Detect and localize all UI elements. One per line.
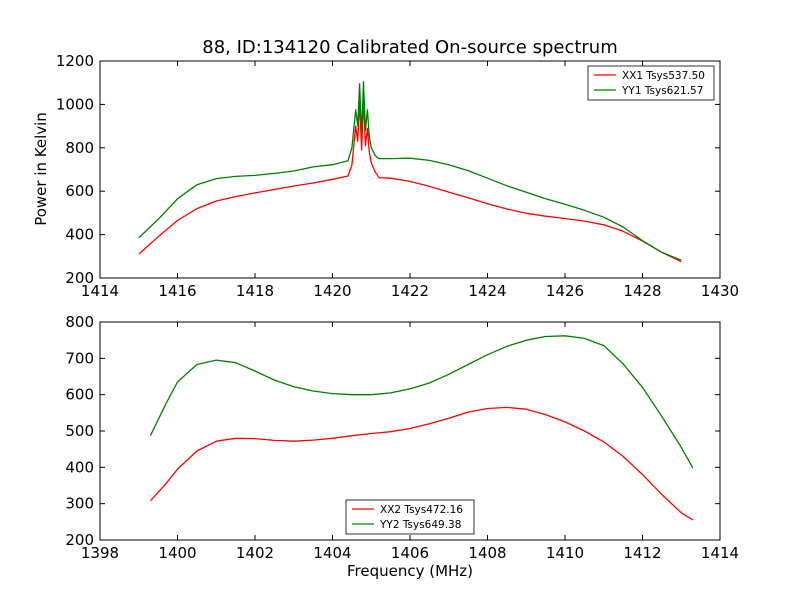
y-tick-label: 200	[65, 269, 94, 287]
y-tick-label: 400	[65, 458, 94, 476]
x-tick-label: 1398	[81, 544, 119, 562]
legend-label: XX1 Tsys537.50	[622, 70, 705, 82]
series-line-2	[149, 335, 694, 469]
y-tick-label: 600	[65, 386, 94, 404]
x-tick-label: 1430	[701, 282, 739, 300]
legend-label: XX2 Tsys472.16	[380, 504, 463, 516]
legend-box	[345, 499, 475, 535]
x-tick-label: 1414	[701, 544, 739, 562]
x-tick-label: 1428	[623, 282, 661, 300]
y-tick-label: 800	[65, 313, 94, 331]
x-axis-label: Frequency (MHz)	[347, 562, 473, 580]
x-tick-label: 1410	[546, 544, 584, 562]
x-tick-label: 1408	[468, 544, 506, 562]
y-tick-label: 200	[65, 531, 94, 549]
legend: XX1 Tsys537.50 YY1 Tsys621.57	[587, 65, 715, 101]
x-tick-label: 1416	[158, 282, 196, 300]
x-tick-label: 1414	[81, 282, 119, 300]
x-tick-label: 1400	[158, 544, 196, 562]
top-panel: 1414 1416 1418 1420 1422 1424 1426 1428 1430 200 4…	[56, 52, 739, 300]
y-tick-label: 500	[65, 422, 94, 440]
x-tick-label: 1424	[468, 282, 506, 300]
y-tick-label: 600	[65, 182, 94, 200]
x-tick-label: 1406	[391, 544, 429, 562]
series-line-1	[138, 99, 682, 263]
legend-label: YY2 Tsys649.38	[379, 519, 461, 531]
x-tick-label: 1422	[391, 282, 429, 300]
x-tick-label: 1426	[546, 282, 584, 300]
legend-box	[587, 65, 715, 101]
x-tick-label: 1418	[236, 282, 274, 300]
series-line-2	[138, 80, 682, 261]
y-tick-label: 1200	[56, 52, 94, 70]
y-tick-label: 300	[65, 495, 94, 513]
y-axis-label: Power in Kelvin	[32, 112, 50, 226]
bottom-panel: 1398 1400 1402 1404 1406 1408 1410 1412 1414 200 3…	[65, 313, 739, 562]
legend-label: YY1 Tsys621.57	[621, 85, 703, 97]
chart-title: 88, ID:134120 Calibrated On-source spect…	[202, 37, 618, 58]
y-tick-label: 400	[65, 226, 94, 244]
legend: XX2 Tsys472.16 YY2 Tsys649.38	[345, 499, 475, 535]
series-line-1	[149, 406, 694, 521]
y-tick-label: 700	[65, 349, 94, 367]
y-tick-label: 800	[65, 139, 94, 157]
x-tick-label: 1412	[623, 544, 661, 562]
x-tick-label: 1404	[313, 544, 351, 562]
x-tick-label: 1420	[313, 282, 351, 300]
y-tick-label: 1000	[56, 95, 94, 113]
x-tick-label: 1402	[236, 544, 274, 562]
